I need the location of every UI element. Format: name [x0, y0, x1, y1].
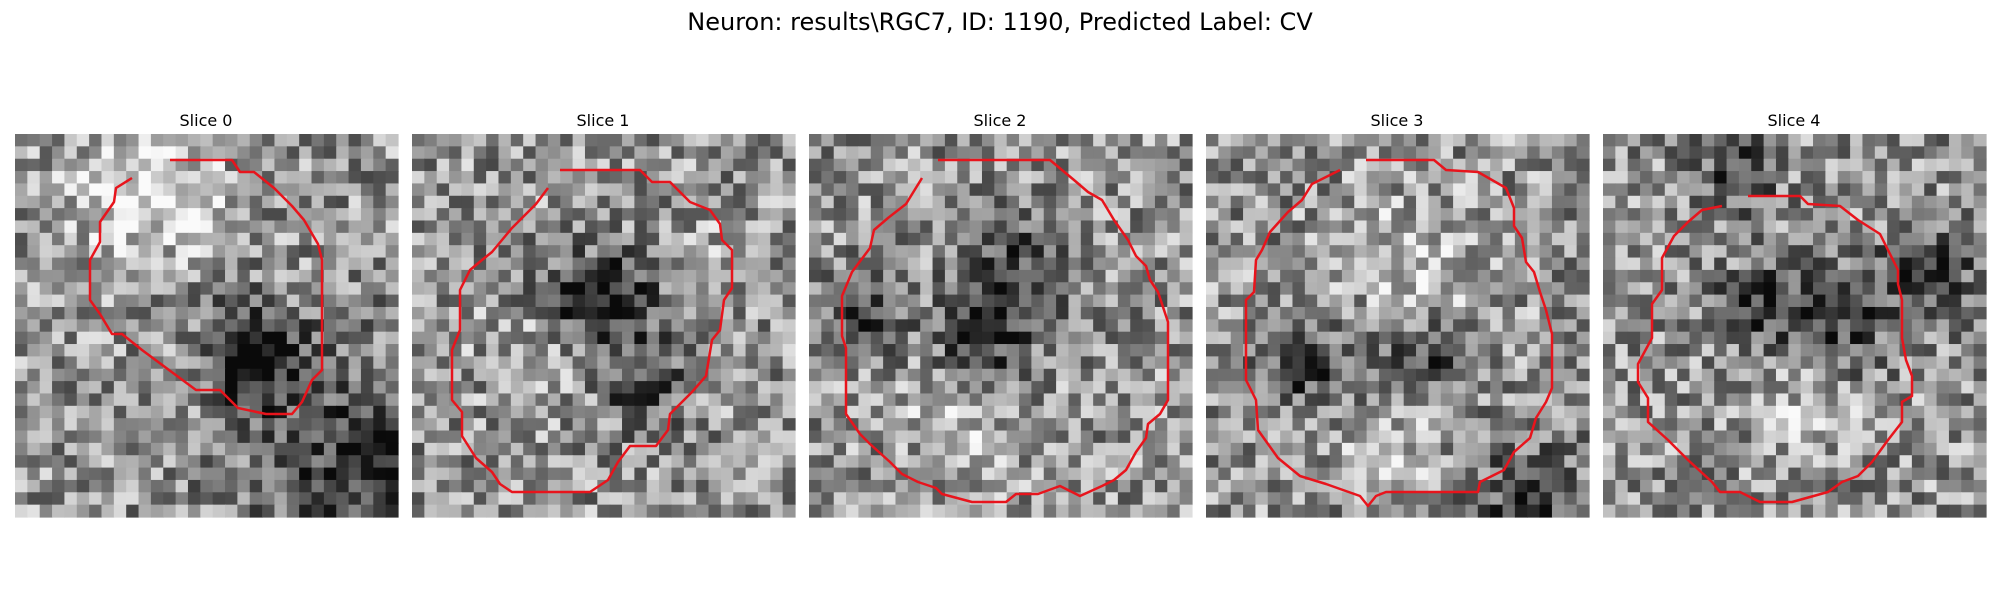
panel-title: Slice 4: [1768, 111, 1821, 130]
panel-title: Slice 0: [180, 111, 233, 130]
image-slice-3: [1206, 134, 1590, 518]
panel-title: Slice 3: [1371, 111, 1424, 130]
panel-slice-2: Slice 2: [809, 111, 1193, 518]
cell-contour: [1636, 194, 1914, 504]
figure-title: Neuron: results\RGC7, ID: 1190, Predicte…: [687, 8, 1313, 36]
panel-title: Slice 1: [577, 111, 630, 130]
cell-contour: [1244, 158, 1554, 508]
image-slice-1: [412, 134, 796, 518]
cell-contour: [840, 158, 1170, 504]
panel-slice-0: Slice 0: [15, 111, 399, 518]
image-slice-0: [15, 134, 399, 518]
panel-slice-3: Slice 3: [1206, 111, 1590, 518]
image-slice-4: [1603, 134, 1987, 518]
cell-contour: [450, 168, 734, 494]
panel-slice-1: Slice 1: [412, 111, 796, 518]
panel-slice-4: Slice 4: [1603, 111, 1987, 518]
cell-contour: [88, 158, 324, 416]
image-slice-2: [809, 134, 1193, 518]
panel-title: Slice 2: [974, 111, 1027, 130]
